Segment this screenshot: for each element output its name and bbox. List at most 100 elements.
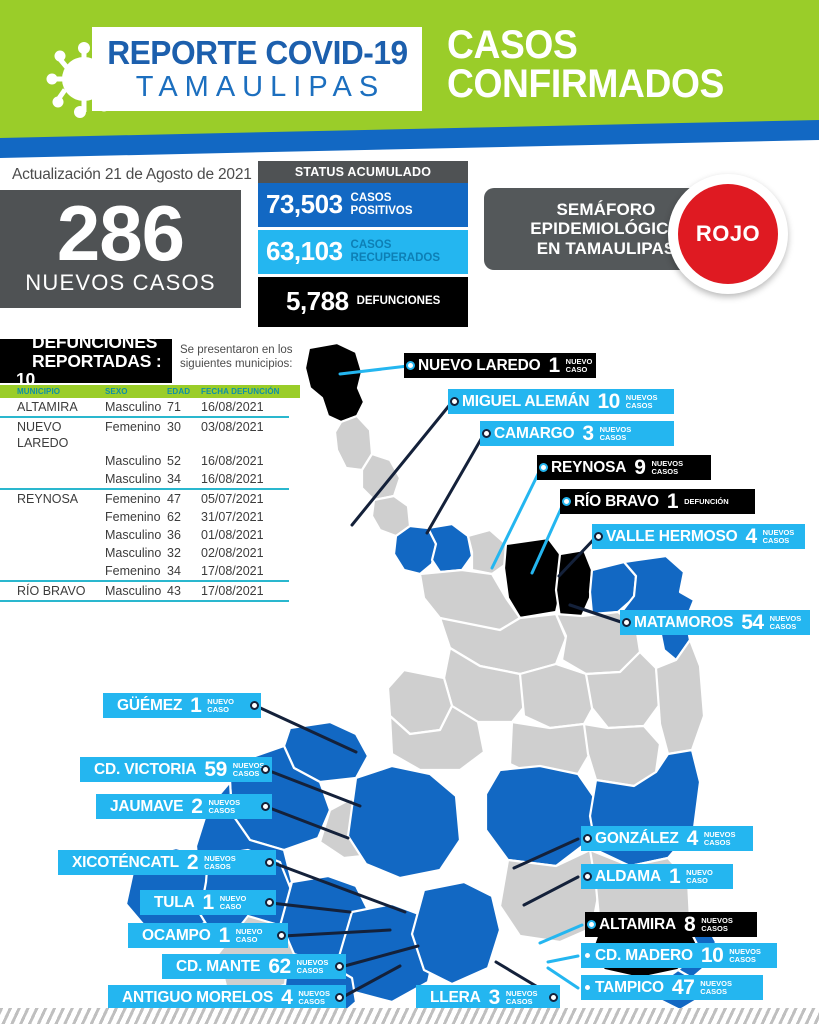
page-title-line2: CONFIRMADOS <box>447 62 724 107</box>
map-label-unit-line2: CASOS <box>599 432 627 442</box>
map-label-name: MATAMOROS <box>634 613 734 631</box>
cell-municipio: REYNOSA <box>17 492 79 506</box>
map-label-node-dot <box>583 983 592 992</box>
map-label-nuevo-laredo[interactable]: NUEVO LAREDO 1 NUEVO CASO <box>404 353 596 378</box>
map-label-valle-hermoso[interactable]: VALLE HERMOSO 4 NUEVOS CASOS <box>592 524 805 549</box>
semaforo-line3: EN TAMAULIPAS <box>536 238 676 258</box>
cell-fecha: 31/07/2021 <box>201 510 264 524</box>
map-label-miguel-alem-n[interactable]: MIGUEL ALEMÁN 10 NUEVOS CASOS <box>448 389 674 414</box>
map-label-matamoros[interactable]: MATAMOROS 54 NUEVOS CASOS <box>620 610 810 635</box>
map-label-llera[interactable]: LLERA 3 NUEVOS CASOS <box>416 985 560 1010</box>
map-label-unit-line1: NUEVOS <box>769 613 802 623</box>
status-label: DEFUNCIONES <box>357 295 441 307</box>
status-number: 63,103 <box>266 236 343 266</box>
cell-edad: 34 <box>167 472 181 486</box>
map-label-unit-line2: CASOS <box>729 954 756 964</box>
map-label-ocampo[interactable]: OCAMPO 1 NUEVO CASO <box>128 923 288 948</box>
map-label-unit-line1: NUEVOS <box>651 458 684 468</box>
map-label-unit-line1: DEFUNCIÓN <box>684 496 729 506</box>
map-label-tula[interactable]: TULA 1 NUEVO CASO <box>140 890 276 915</box>
cell-municipio: NUEVO LAREDO <box>17 420 69 450</box>
table-separator <box>0 580 289 582</box>
map-label-unit: NUEVOS CASOS <box>626 393 658 410</box>
map-label-camargo[interactable]: CAMARGO 3 NUEVOS CASOS <box>480 421 674 446</box>
map-label-gonz-lez[interactable]: GONZÁLEZ 4 NUEVOS CASOS <box>581 826 753 851</box>
map-label-unit: NUEVOS CASOS <box>208 798 240 815</box>
map-label-unit: NUEVO CASO <box>236 927 263 944</box>
column-header-edad: EDAD <box>167 387 191 396</box>
map-label-node-dot <box>587 920 596 929</box>
map-label-node-dot <box>583 951 592 960</box>
map-label-node-dot <box>594 532 603 541</box>
map-municipality-gonzalez[interactable] <box>484 764 598 868</box>
cell-fecha: 16/08/2021 <box>201 400 264 414</box>
map-label-unit-line2: CASOS <box>700 986 727 996</box>
table-body: ALTAMIRA Masculino 71 16/08/2021 NUEVO LARED… <box>0 398 300 602</box>
map-municipality-nuevo-laredo[interactable] <box>303 341 366 424</box>
map-label-count: 4 <box>745 524 757 548</box>
map-municipality-miguel-aleman[interactable] <box>392 524 438 576</box>
map-municipality-llera[interactable] <box>346 764 462 880</box>
deaths-note-line1: Se presentaron en los <box>180 344 293 356</box>
map-label-unit: NUEVOS CASOS <box>204 854 236 871</box>
map-label-xicot-ncatl[interactable]: XICOTÉNCATL 2 NUEVOS CASOS <box>58 850 276 875</box>
map-label-count: 2 <box>191 794 203 818</box>
map-municipality-gray <box>518 662 598 730</box>
cell-edad: 71 <box>167 400 181 414</box>
map-label-unit: NUEVOS CASOS <box>298 989 330 1006</box>
map-label-unit-line2: CASOS <box>208 805 236 815</box>
update-date: Actualización 21 de Agosto de 2021 <box>12 166 252 183</box>
map-label-reynosa[interactable]: REYNOSA 9 NUEVOS CASOS <box>537 455 711 480</box>
map-label-jaumave[interactable]: JAUMAVE 2 NUEVOS CASOS <box>96 794 272 819</box>
map-label-unit-line2: CASOS <box>651 466 679 476</box>
map-label-name: XICOTÉNCATL <box>72 853 179 871</box>
map-label-cd-victoria[interactable]: CD. VICTORIA 59 NUEVOS CASOS <box>80 757 272 782</box>
cell-sexo: Femenino <box>105 420 161 434</box>
map-label-unit: NUEVOS CASOS <box>729 947 761 964</box>
page-title: CASOS CONFIRMADOS <box>447 25 745 107</box>
map-label-count: 10 <box>597 389 620 413</box>
map-label-unit-line1: NUEVO <box>219 893 247 903</box>
status-label-line1: DEFUNCIONES <box>356 295 441 308</box>
map-label-antiguo-morelos[interactable]: ANTIGUO MORELOS 4 NUEVOS CASOS <box>108 985 346 1010</box>
map-label-aldama[interactable]: ALDAMA 1 NUEVO CASO <box>581 864 733 889</box>
deaths-title-line1: DEFUNCIONES <box>32 332 158 353</box>
deaths-note-line2: siguientes municipios: <box>180 357 293 370</box>
table-row: Masculino 32 02/08/2021 <box>0 544 300 562</box>
map-label-unit: NUEVO CASO <box>686 868 713 885</box>
map-label-cd-mante[interactable]: CD. MANTE 62 NUEVOS CASOS <box>162 954 346 979</box>
table-row: NUEVO LAREDO Femenino 30 03/08/2021 <box>0 418 300 452</box>
map-label-r-o-bravo[interactable]: RÍO BRAVO 1 DEFUNCIÓN <box>560 489 755 514</box>
map-label-count: 2 <box>186 850 199 874</box>
map-label-unit: NUEVOS CASOS <box>701 916 733 933</box>
map-label-g-mez[interactable]: GÜÉMEZ 1 NUEVO CASO <box>103 693 261 718</box>
map-label-cd-madero[interactable]: CD. MADERO 10 NUEVOS CASOS <box>581 943 777 968</box>
status-label-line2: POSITIVOS <box>350 204 413 217</box>
map-label-tampico[interactable]: TAMPICO 47 NUEVOS CASOS <box>581 975 763 1000</box>
cell-sexo: Masculino <box>105 454 162 468</box>
map-label-unit-line2: CASOS <box>703 837 731 847</box>
map-label-unit: DEFUNCIÓN <box>684 496 729 506</box>
map-label-node-dot <box>250 701 259 710</box>
map-municipality-rio-bravo[interactable] <box>554 548 594 620</box>
map-municipality-llera-lower[interactable] <box>410 880 502 986</box>
status-row-positivos: 73,503 CASOS POSITIVOS <box>258 183 468 227</box>
map-label-node-dot <box>265 898 274 907</box>
map-label-name: CD. MANTE <box>176 957 261 975</box>
logo-subtitle: TAMAULIPAS <box>135 71 386 103</box>
table-separator <box>0 416 289 418</box>
map-label-unit-line2: CASO <box>686 875 708 885</box>
map-label-node-dot <box>539 463 548 472</box>
map-label-unit-line2: CASOS <box>204 861 231 871</box>
map-label-name: ANTIGUO MORELOS <box>122 988 274 1006</box>
map-label-name: ALDAMA <box>595 867 661 885</box>
map-label-unit: NUEVOS CASOS <box>233 761 265 778</box>
map-label-unit-line2: CASOS <box>298 996 325 1006</box>
map-label-count: 1 <box>190 693 202 717</box>
map-label-altamira[interactable]: ALTAMIRA 8 NUEVOS CASOS <box>585 912 757 937</box>
map-municipality-camargo[interactable] <box>426 522 474 574</box>
map-label-node-dot <box>549 993 558 1002</box>
status-header: STATUS ACUMULADO <box>258 161 468 183</box>
map-label-node-dot <box>335 993 344 1002</box>
map-label-unit-line2: CASOS <box>505 996 533 1006</box>
